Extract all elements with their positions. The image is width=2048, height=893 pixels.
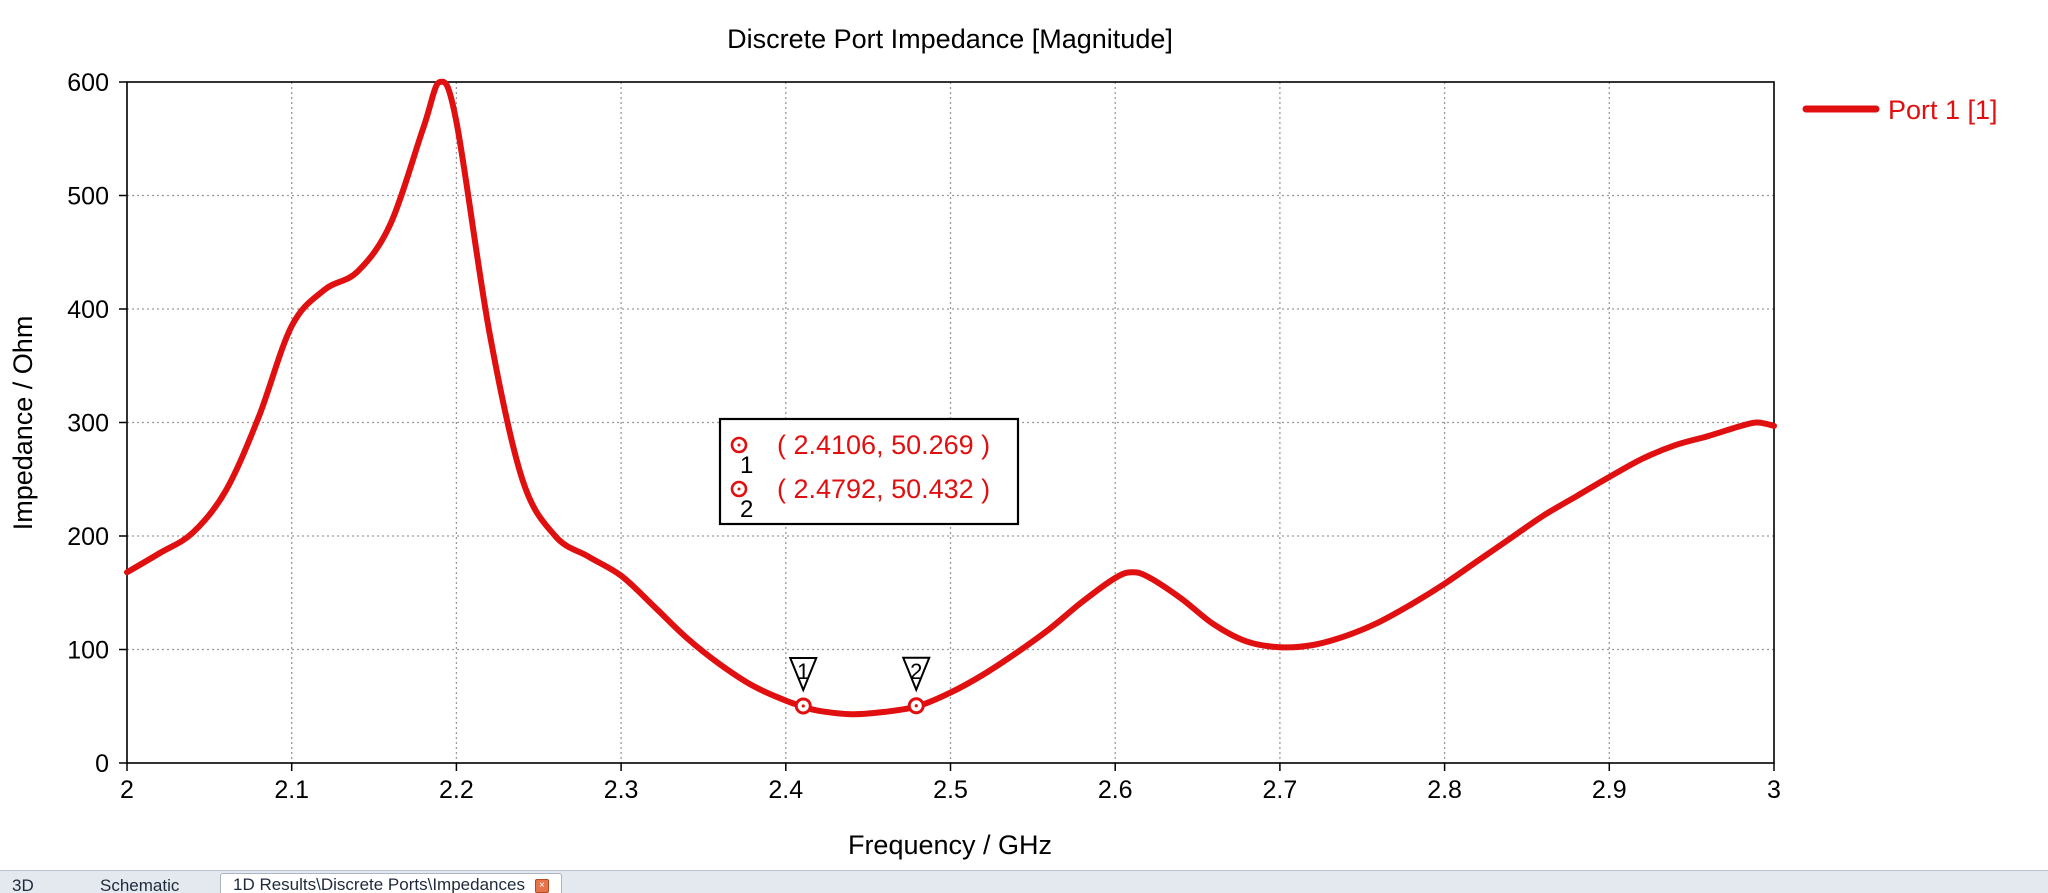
x-tick-label: 2.4: [768, 776, 803, 804]
tab-1d-results-impedances[interactable]: 1D Results\Discrete Ports\Impedances ×: [220, 873, 562, 893]
x-tick-label: 2.5: [933, 776, 968, 804]
readout-marker-2-value: ( 2.4792, 50.432 ): [777, 474, 990, 504]
x-tick-label: 2.2: [439, 776, 474, 804]
y-tick-label: 200: [67, 523, 109, 551]
y-tick-label: 100: [67, 637, 109, 665]
readout-marker-1-value: ( 2.4106, 50.269 ): [777, 430, 990, 460]
readout-marker-2-center: [737, 487, 741, 491]
marker-2-flag-label: 2: [910, 659, 922, 684]
x-tick-label: 3: [1767, 776, 1781, 804]
y-tick-label: 0: [95, 750, 109, 778]
x-tick-label: 2: [120, 776, 134, 804]
impedance-chart: 2 2.1 2.2 2.3 2.4 2.5 2.6 2.7 2.8 2.9 3 0 100 200 300 4…: [8, 24, 1998, 860]
y-tick-label: 300: [67, 410, 109, 438]
tab-3d-label: 3D: [12, 876, 34, 893]
tab-schematic-label: Schematic: [100, 876, 180, 893]
marker-1-flag-icon: [788, 656, 818, 693]
tab-close-icon[interactable]: ×: [534, 878, 549, 893]
chart-title: Discrete Port Impedance [Magnitude]: [727, 24, 1173, 54]
x-axis-label: Frequency / GHz: [848, 830, 1052, 860]
tab-1d-results-label: 1D Results\Discrete Ports\Impedances: [233, 875, 525, 893]
marker-2-center: [914, 704, 918, 708]
x-tick-label: 2.6: [1098, 776, 1133, 804]
x-tick-label: 2.1: [274, 776, 309, 804]
y-tick-label: 600: [67, 69, 109, 97]
marker-1-flag-label: 1: [797, 659, 809, 684]
readout-marker-1-center: [737, 443, 741, 447]
y-tick-label: 400: [67, 296, 109, 324]
marker-readout-box: [718, 417, 1020, 526]
readout-marker-1-id: 1: [740, 452, 753, 479]
legend-label-port-1: Port 1 [1]: [1888, 95, 1998, 125]
bottom-tab-bar: 3D Schematic 1D Results\Discrete Ports\I…: [0, 870, 2048, 893]
x-tick-label: 2.7: [1263, 776, 1298, 804]
x-tick-label: 2.8: [1427, 776, 1462, 804]
marker-2-flag-icon: [901, 656, 931, 693]
marker-1-center: [801, 704, 805, 708]
x-tick-label: 2.9: [1592, 776, 1627, 804]
readout-marker-2-id: 2: [740, 496, 753, 523]
tab-3d[interactable]: 3D: [0, 875, 46, 893]
y-axis-label: Impedance / Ohm: [8, 316, 38, 531]
x-tick-label: 2.3: [604, 776, 639, 804]
y-tick-label: 500: [67, 183, 109, 211]
tab-schematic[interactable]: Schematic: [88, 875, 191, 893]
